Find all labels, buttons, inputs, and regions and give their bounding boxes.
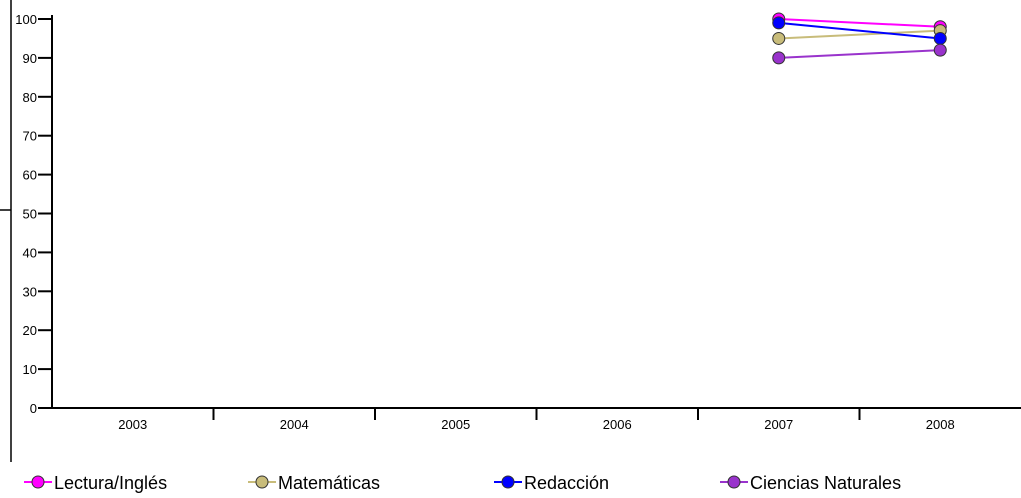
legend-item: Ciencias Naturales bbox=[720, 473, 901, 493]
x-tick-label: 2008 bbox=[926, 417, 955, 432]
legend-label: Matemáticas bbox=[278, 473, 380, 493]
legend-label: Redacción bbox=[524, 473, 609, 493]
x-tick-label: 2005 bbox=[441, 417, 470, 432]
legend-marker bbox=[727, 475, 741, 489]
data-point bbox=[772, 51, 786, 65]
y-tick-label: 50 bbox=[23, 207, 37, 222]
series-line bbox=[778, 18, 941, 28]
y-tick-label: 40 bbox=[23, 245, 37, 260]
legend-item: Lectura/Inglés bbox=[24, 473, 167, 493]
y-tick-label: 70 bbox=[23, 129, 37, 144]
legend: Lectura/Inglés Matemáticas Redacción Cienci… bbox=[24, 473, 901, 493]
legend-marker bbox=[31, 475, 45, 489]
y-tick-label: 80 bbox=[23, 90, 37, 105]
legend-marker bbox=[255, 475, 269, 489]
legend-item: Redacción bbox=[494, 473, 609, 493]
chart-axes bbox=[0, 0, 1021, 462]
y-tick-label: 10 bbox=[23, 362, 37, 377]
x-tick-label: 2006 bbox=[603, 417, 632, 432]
legend-item: Matemáticas bbox=[248, 473, 380, 493]
series-group bbox=[772, 16, 947, 45]
data-point bbox=[772, 16, 786, 30]
legend-marker bbox=[501, 475, 515, 489]
y-tick-label: 60 bbox=[23, 168, 37, 183]
series-line bbox=[778, 49, 941, 59]
series-line bbox=[778, 21, 941, 40]
y-axis-ticks: 0 10 20 30 40 50 60 70 80 90 100 bbox=[15, 12, 52, 416]
x-tick-label: 2003 bbox=[118, 417, 147, 432]
y-tick-label: 30 bbox=[23, 284, 37, 299]
x-axis-ticks: 2003 2004 2005 2006 2007 2008 bbox=[118, 408, 955, 432]
legend-label: Ciencias Naturales bbox=[750, 473, 901, 493]
y-tick-label: 90 bbox=[23, 51, 37, 66]
series-group bbox=[772, 43, 947, 65]
x-tick-label: 2004 bbox=[280, 417, 309, 432]
series-line bbox=[778, 29, 941, 40]
data-point bbox=[933, 31, 947, 45]
y-tick-label: 100 bbox=[15, 12, 37, 27]
legend-label: Lectura/Inglés bbox=[54, 473, 167, 493]
x-tick-label: 2007 bbox=[764, 417, 793, 432]
data-point bbox=[772, 31, 786, 45]
data-point bbox=[933, 43, 947, 57]
y-tick-label: 0 bbox=[30, 401, 37, 416]
series-layer bbox=[772, 12, 947, 65]
y-tick-label: 20 bbox=[23, 323, 37, 338]
series-group bbox=[772, 24, 947, 45]
